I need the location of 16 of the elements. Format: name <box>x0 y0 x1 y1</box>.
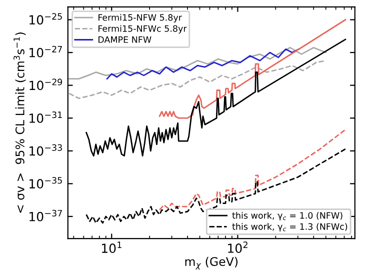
y-tick-label: 10$^{−29}$ <box>30 78 62 90</box>
y-tick-label: 10$^{−35}$ <box>30 177 62 189</box>
y-tick-label: 10$^{−37}$ <box>30 210 62 222</box>
legend-label: this work, γ$_{c}$ = 1.0 (NFW) <box>232 212 342 220</box>
y-tick-label: 10$^{−27}$ <box>30 46 62 58</box>
y-axis-title: < σv > 95% CL Limit (cm$^{3}$s$^{−1}$) <box>14 32 26 213</box>
legend-label: DAMPE NFW <box>98 36 152 43</box>
y-tick-label: 10$^{−33}$ <box>30 144 62 156</box>
x-axis-title: m$_{χ}$ (GeV) <box>185 256 238 270</box>
x-tick-label: 10$^{1}$ <box>102 242 122 253</box>
legend-label: Fermi15-NFW 5.8yr <box>98 14 182 22</box>
legend-label: Fermi15-NFWc 5.8yr <box>98 25 187 34</box>
legend-label: this work, γ$_{c}$ = 1.3 (NFWc) <box>232 223 348 232</box>
x-tick-label: 10$^{2}$ <box>228 242 248 253</box>
y-tick-label: 10$^{−31}$ <box>30 111 62 123</box>
y-tick-label: 10$^{−25}$ <box>30 13 62 25</box>
